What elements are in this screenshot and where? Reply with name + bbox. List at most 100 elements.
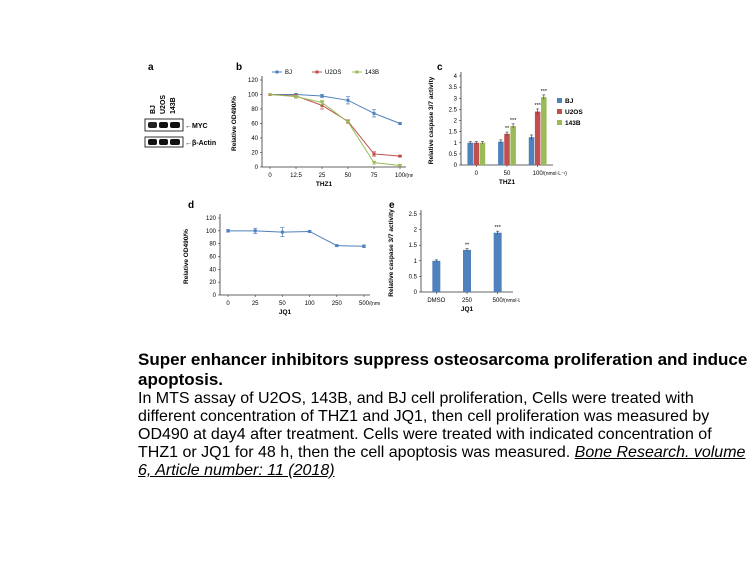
chart-c-legend-label: U2OS [565,109,583,116]
chart-b-legend-label: U2OS [325,70,341,76]
chart-b-point [398,154,402,158]
caption-body: In MTS assay of U2OS, 143B, and BJ cell … [138,390,750,480]
chart-b-point [268,93,272,97]
chart-b-ytick-label: 60 [251,122,258,128]
chart-c-xtick-label: 50 [504,171,511,177]
chart-c-ytick-label: 0.5 [449,152,458,158]
chart-e-x-unit: /(nmol·L⁻¹) [503,298,520,304]
chart-e-ytick-label: 0 [414,290,418,296]
chart-d-ytick-label: 80 [209,242,216,248]
chart-c-bar [467,142,473,165]
chart-d-point [308,229,312,233]
chart-b-ylabel: Relative OD490/% [231,96,238,151]
chart-c: 0 0.5 1 1.5 2 2.5 3 3.5 4 Relative caspase 3/7 ac… [428,72,583,186]
chart-d: 0 20 40 60 80 100 120 Relative OD490/% 0 25 50 100 2… [183,214,394,316]
band-myc-bj [148,122,157,128]
chart-d-ylabel: Relative OD490/% [183,229,190,284]
chart-b-x-unit: /(nmol·L⁻¹) [405,173,413,179]
chart-e-bar [432,260,441,292]
panel-label-b: b [236,62,243,73]
chart-b-point [320,94,324,98]
chart-c-bar [498,141,504,165]
chart-e-xtick-label: 500 [493,298,504,304]
chart-b-point [346,120,350,125]
band-label-myc: ←MYC [185,123,208,130]
chart-c-bar [528,137,535,165]
chart-d-xtick-label: 250 [332,301,343,307]
lane-label-143b: 143B [170,97,177,114]
chart-d-ytick-label: 40 [209,267,216,273]
chart-c-x-unit: /(nmol·L⁻¹) [543,171,568,177]
chart-d-xtick-label: 500 [359,301,370,307]
band-label-actin: ←β-Actin [185,140,216,147]
chart-c-bar [473,142,480,165]
chart-e: 0 0.5 1 1.5 2 2.5 Relative caspase 3/7 activit… [388,209,527,313]
chart-e-bar [463,249,471,292]
chart-b-point [372,161,376,165]
panel-label-a: a [148,62,154,73]
chart-c-bar [541,97,547,165]
chart-d-xtick-label: 25 [252,301,259,307]
chart-b-point [320,103,324,107]
chart-d-xtick-label: 100 [305,301,316,307]
citation-link[interactable]: Bone Research. volume 6, Article number:… [138,444,746,479]
panel-c: c 0 0.5 1 1.5 2 2.5 3 3.5 4 Relative caspase 3/7 … [425,62,600,192]
chart-e-bar [493,232,502,292]
chart-b-ytick-label: 100 [248,93,259,99]
chart-d-point [226,229,230,233]
chart-b-xtick-label: 12.5 [290,173,302,179]
band-myc-u2os [159,122,168,128]
chart-b-point [346,98,350,102]
chart-b-xlabel: THZ1 [316,181,333,188]
chart-b-legend-marker [275,70,279,74]
chart-e-xlabel: JQ1 [461,306,474,313]
chart-c-xlabel: THZ1 [499,179,516,186]
chart-b-legend-marker [315,70,319,74]
caption-text: In MTS assay of U2OS, 143B, and BJ cell … [138,390,712,461]
panel-label-c: c [437,62,443,73]
panel-b: b 0 20 40 60 80 100 120 Relative OD490/% 0 12.5 25… [228,62,430,192]
chart-d-ytick-label: 0 [213,293,217,299]
chart-c-ytick-label: 1 [454,141,458,147]
band-actin-143b [170,139,180,145]
chart-b-xtick-label: 0 [268,173,272,179]
chart-b-ytick-label: 0 [255,165,259,171]
chart-d-point [335,244,339,248]
chart-c-bar [510,126,516,165]
chart-c-significance: *** [541,89,548,95]
panel-e: e 0 0.5 1 1.5 2 2.5 Relative caspase 3/7 activ… [385,200,527,330]
caption-title: Super enhancer inhibitors suppress osteo… [138,350,748,389]
panel-label-d: d [188,200,195,211]
chart-c-ytick-label: 4 [454,74,458,80]
chart-c-significance: ** [505,126,510,132]
chart-b-ytick-label: 120 [248,78,259,84]
chart-d-ytick-label: 20 [209,280,216,286]
chart-b-series-line [269,94,401,167]
chart-c-legend-swatch [557,98,562,103]
chart-b-legend-marker [355,70,359,74]
lane-label-u2os: U2OS [160,95,167,114]
western-blot: BJ U2OS 143B ←MYC ←β-Actin [144,95,216,148]
chart-b-xtick-label: 25 [319,173,326,179]
chart-b-ytick-label: 80 [251,107,258,113]
chart-b-point [372,111,376,115]
chart-d-ytick-label: 120 [206,216,217,222]
chart-b-legend-label: BJ [285,70,292,76]
chart-e-ytick-label: 2 [414,228,418,234]
chart-c-significance: *** [534,103,541,109]
chart-b-ytick-label: 20 [251,151,258,157]
chart-d-series-line [228,230,365,247]
chart-c-ytick-label: 2 [454,119,458,125]
panel-label-e: e [389,200,395,211]
chart-d-point [280,230,284,234]
chart-d-xtick-label: 50 [279,301,286,307]
lane-label-bj: BJ [150,105,157,114]
chart-c-xtick-label: 0 [475,171,479,177]
chart-e-xtick-label: DMSO [427,298,445,304]
chart-e-ytick-label: 0.5 [409,274,418,280]
chart-e-ytick-label: 1 [414,259,418,265]
chart-b: 0 20 40 60 80 100 120 Relative OD490/% 0 12.5 25 50… [231,70,430,188]
figure-caption: Super enhancer inhibitors suppress osteo… [138,350,750,480]
chart-b-point [320,100,324,105]
chart-c-legend-swatch [557,109,562,114]
